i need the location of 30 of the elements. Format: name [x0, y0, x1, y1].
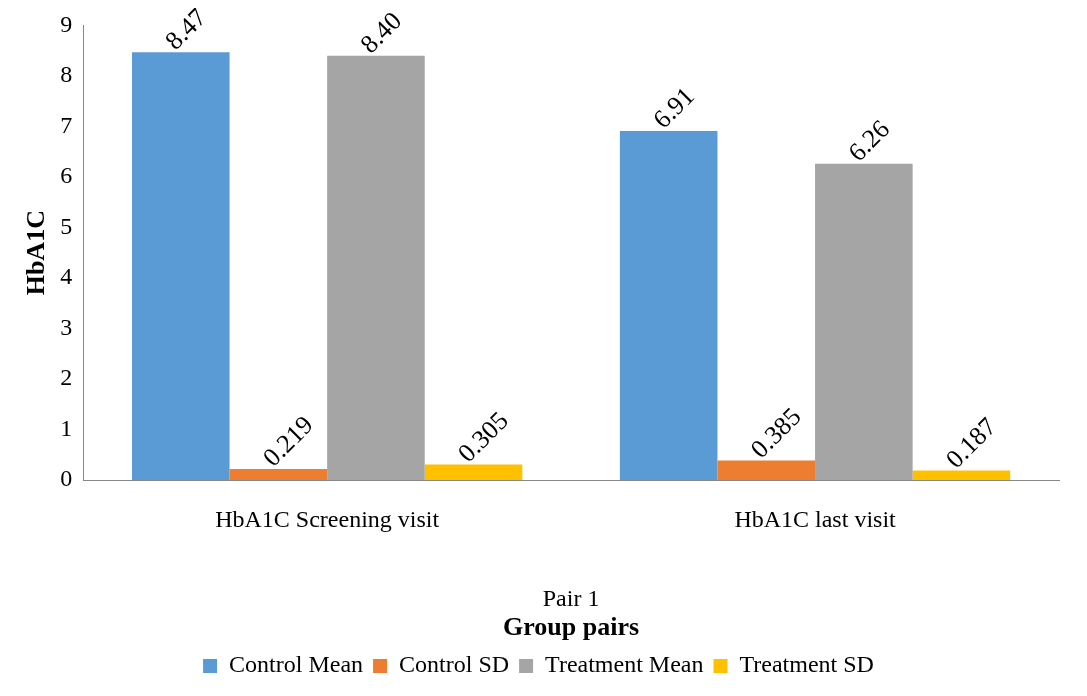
data-label: 8.40: [354, 6, 408, 59]
data-label: 6.26: [842, 114, 896, 167]
bar: [815, 163, 913, 480]
y-tick-label: 2: [60, 364, 73, 391]
bar: [229, 468, 328, 480]
y-tick-label: 9: [60, 10, 73, 37]
bar: [912, 470, 1011, 480]
y-tick-label: 5: [60, 212, 73, 239]
legend-label: Treatment Mean: [545, 651, 704, 678]
y-tick-label: 4: [60, 263, 73, 290]
y-tick-label: 6: [60, 162, 73, 189]
y-tick-label: 0: [60, 465, 73, 492]
data-label: 6.91: [647, 81, 700, 135]
legend-label: Control SD: [399, 651, 510, 678]
text: Pair 1: [542, 585, 600, 612]
y-tick-label: 3: [60, 313, 73, 340]
x-tick-label: HbA1C Screening visit: [215, 505, 440, 532]
x-axis-title: Group pairs: [503, 612, 640, 642]
x-tick-label: HbA1C last visit: [734, 505, 897, 532]
y-axis-title: HbA1C: [21, 210, 51, 296]
bar: [424, 464, 523, 480]
y-tick-label: 8: [60, 61, 73, 88]
y-tick-label: 1: [60, 414, 73, 441]
bar: [131, 52, 230, 480]
legend-label: Treatment SD: [739, 651, 874, 678]
bar: [717, 460, 816, 480]
bar: [327, 55, 425, 480]
bar: [619, 130, 718, 480]
y-tick-label: 7: [60, 111, 73, 138]
legend-label: Control Mean: [229, 651, 364, 678]
